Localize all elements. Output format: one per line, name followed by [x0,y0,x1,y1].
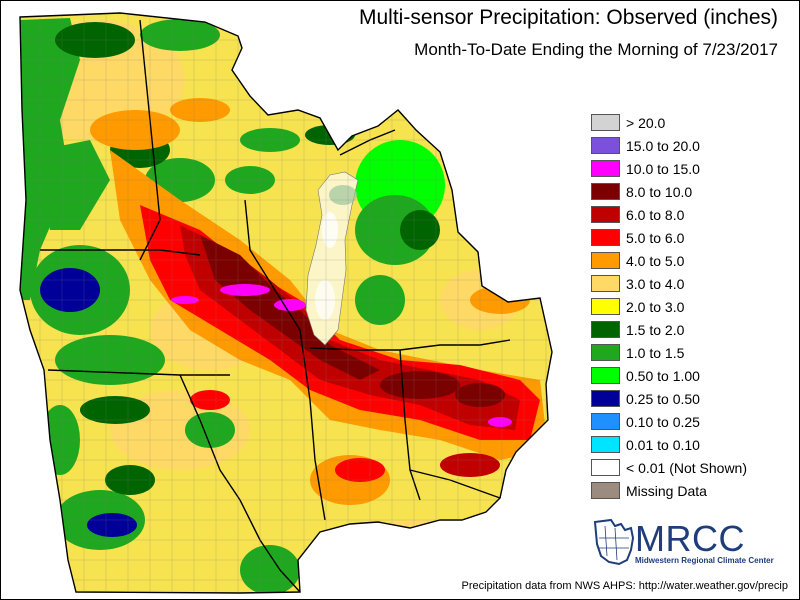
legend-item: 15.0 to 20.0 [591,134,791,157]
map-subtitle: Month-To-Date Ending the Morning of 7/23… [414,40,778,59]
legend-swatch [591,390,620,407]
legend-item: 0.10 to 0.25 [591,410,791,433]
legend-label: < 0.01 (Not Shown) [626,459,748,476]
legend-label: 10.0 to 15.0 [626,160,700,177]
legend-item: 2.0 to 3.0 [591,295,791,318]
legend-swatch [591,252,620,269]
mrcc-logo: MRCC Midwestern Regional Climate Center [591,516,783,568]
legend-item: > 20.0 [591,111,791,134]
data-credit: Precipitation data from NWS AHPS: http:/… [461,580,789,592]
legend-swatch [591,459,620,476]
legend-item: Missing Data [591,479,791,502]
logo-wordmark: MRCC [635,518,745,559]
legend-label: 2.0 to 3.0 [626,298,685,315]
legend-swatch [591,114,620,131]
legend-swatch [591,321,620,338]
legend-item: 6.0 to 8.0 [591,203,791,226]
legend-swatch [591,482,620,499]
legend-swatch [591,206,620,223]
legend-item: 10.0 to 15.0 [591,157,791,180]
legend-swatch [591,367,620,384]
legend-swatch [591,229,620,246]
legend-swatch [591,160,620,177]
legend: > 20.0 15.0 to 20.0 10.0 to 15.0 8.0 to 10.… [591,111,791,502]
legend-item: 5.0 to 6.0 [591,226,791,249]
legend-label: 15.0 to 20.0 [626,137,700,154]
legend-item: 4.0 to 5.0 [591,249,791,272]
legend-swatch [591,436,620,453]
legend-label: 3.0 to 4.0 [626,275,685,292]
legend-swatch [591,298,620,315]
legend-item: 0.50 to 1.00 [591,364,791,387]
legend-label: 4.0 to 5.0 [626,252,685,269]
legend-label: 0.25 to 0.50 [626,390,700,407]
legend-item: 8.0 to 10.0 [591,180,791,203]
legend-label: 5.0 to 6.0 [626,229,685,246]
legend-item: 0.25 to 0.50 [591,387,791,410]
legend-label: 0.01 to 0.10 [626,436,700,453]
legend-item: 1.0 to 1.5 [591,341,791,364]
legend-label: 8.0 to 10.0 [626,183,693,200]
legend-label: Missing Data [626,482,707,499]
midwest-map-icon [593,518,635,566]
legend-item: < 0.01 (Not Shown) [591,456,791,479]
legend-swatch [591,183,620,200]
legend-swatch [591,413,620,430]
legend-item: 0.01 to 0.10 [591,433,791,456]
legend-swatch [591,344,620,361]
legend-label: 6.0 to 8.0 [626,206,685,223]
legend-label: 1.0 to 1.5 [626,344,685,361]
legend-swatch [591,275,620,292]
legend-label: 1.5 to 2.0 [626,321,685,338]
legend-item: 1.5 to 2.0 [591,318,791,341]
legend-label: 0.50 to 1.00 [626,367,700,384]
legend-label: 0.10 to 0.25 [626,413,700,430]
logo-subtitle: Midwestern Regional Climate Center [635,556,774,565]
legend-label: > 20.0 [626,114,666,131]
legend-swatch [591,137,620,154]
map-title: Multi-sensor Precipitation: Observed (in… [359,6,778,29]
legend-item: 3.0 to 4.0 [591,272,791,295]
